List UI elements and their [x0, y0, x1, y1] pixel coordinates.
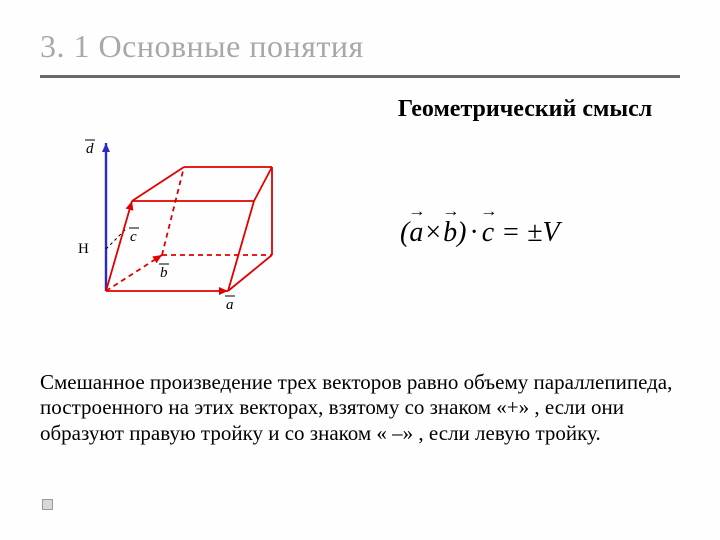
vector-c: c [482, 217, 494, 249]
title-underline [40, 75, 680, 78]
volume-V: V [542, 217, 559, 248]
formula: (a×b)·c = ±V [400, 217, 560, 249]
page-title: 3. 1 Основные понятия [40, 28, 680, 65]
footer-bullet-icon [42, 499, 53, 510]
vector-b: b [443, 217, 457, 249]
svg-text:a: a [226, 297, 234, 313]
subtitle: Геометрический смысл [360, 96, 690, 123]
svg-text:c: c [130, 229, 137, 245]
parallelepiped-diagram: d Hc b a [68, 137, 280, 326]
content-row: dHcba (a×b)·c = ±V [40, 131, 680, 326]
svg-text:d: d [86, 141, 94, 157]
svg-text:H: H [78, 241, 89, 257]
body-paragraph: Смешанное произведение трех векторов рав… [40, 370, 680, 447]
svg-text:b: b [160, 265, 168, 281]
vector-a: a [409, 217, 423, 249]
